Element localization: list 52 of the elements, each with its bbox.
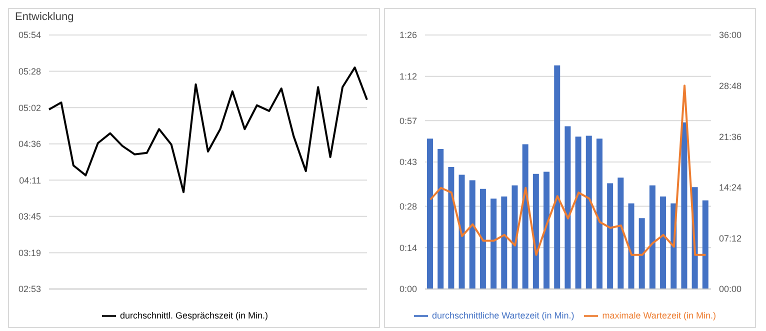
bar (490, 198, 497, 289)
y-tick-label: 0:43 (399, 157, 417, 168)
bar (586, 136, 592, 289)
bar (438, 149, 444, 289)
y2-tick-label: 21:36 (719, 132, 742, 142)
y2-tick-label: 00:00 (719, 284, 742, 294)
y-tick-label: 04:11 (19, 175, 41, 186)
y-tick-label: 03:45 (18, 212, 41, 222)
bar (448, 167, 454, 289)
bar (532, 174, 539, 289)
y-tick-label: 0:14 (399, 242, 417, 253)
bar (596, 138, 602, 289)
y-tick-label: 02:53 (18, 284, 41, 294)
bar (512, 185, 518, 289)
bar (628, 203, 634, 289)
bar (681, 122, 688, 289)
y2-tick-label: 07:12 (719, 233, 742, 244)
y-tick-label: 1:12 (399, 72, 417, 82)
y-tick-label: 05:28 (18, 66, 41, 76)
bar (522, 144, 528, 289)
y-tick-label: 0:00 (399, 284, 417, 294)
y-tick-label: 05:02 (18, 102, 41, 113)
legend-label: durchschnittl. Gesprächszeit (in Min.) (120, 310, 268, 320)
bar (427, 138, 433, 289)
y-tick-label: 05:54 (18, 30, 41, 40)
line-series (48, 66, 368, 194)
line-series (429, 84, 707, 256)
chart-title: Entwicklung (14, 10, 75, 25)
y2-tick-label: 36:00 (719, 30, 742, 40)
bar (564, 126, 571, 289)
bar (638, 218, 645, 289)
bar (458, 174, 465, 289)
y-tick-label: 1:26 (399, 30, 417, 40)
y-tick-label: 0:57 (399, 116, 417, 126)
bar (554, 65, 560, 289)
y2-tick-label: 14:24 (719, 182, 742, 193)
legend-label: durchschnittliche Wartezeit (in Min.) (432, 310, 574, 320)
y-tick-label: 03:19 (18, 248, 41, 258)
bar (544, 172, 550, 289)
bar (660, 196, 666, 289)
y2-tick-label: 28:48 (719, 80, 742, 91)
bar (480, 188, 486, 289)
y-tick-label: 0:28 (399, 201, 417, 212)
bar (469, 180, 476, 289)
y-tick-label: 04:36 (18, 139, 41, 150)
bar (618, 178, 624, 289)
bar (575, 136, 582, 289)
bar (649, 185, 656, 289)
bar (607, 183, 614, 289)
bar (702, 200, 708, 289)
bar (501, 196, 508, 289)
legend-label: maximale Wartezeit (in Min.) (602, 310, 716, 320)
